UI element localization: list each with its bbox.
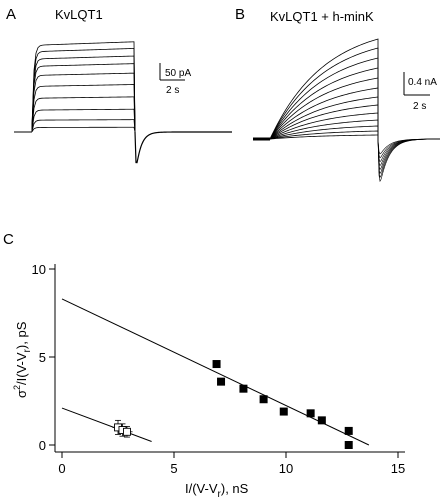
panel-a-trace — [31, 119, 136, 133]
panel-a-traces — [14, 41, 232, 164]
data-point-filled — [306, 409, 315, 418]
y-axis-title-mid: /I(V-V — [14, 352, 29, 385]
panel-a: A KvLQT1 50 pA 2 s — [6, 6, 232, 164]
fit-line-open — [61, 407, 152, 442]
y-axis-title: σ2/I(V-Vr), pS — [12, 321, 33, 398]
panel-b-trace — [269, 134, 379, 140]
panel-b-scale-current: 0.4 nA — [408, 77, 437, 88]
y-axis-title-tail: ), pS — [14, 321, 29, 349]
panel-b-trace — [269, 87, 379, 140]
panel-b-trace — [269, 47, 379, 140]
panel-c: C 0 5 10 15 0 5 10 I/(V-Vr), nS σ2/I(V-V… — [3, 231, 405, 500]
x-axis-title-tail: ), nS — [221, 481, 249, 496]
data-point-filled — [317, 416, 326, 425]
panel-c-label: C — [3, 231, 14, 248]
panel-b-trace — [269, 57, 379, 140]
panel-b-tail-current — [377, 138, 440, 175]
plot-frame — [54, 264, 405, 453]
data-point-filled — [344, 441, 353, 449]
panel-b-tail-current — [377, 138, 440, 159]
panel-a-trace — [31, 48, 136, 133]
x-tick-labels: 0 5 10 15 — [58, 461, 405, 476]
data-point-filled — [344, 426, 353, 435]
panel-a-trace — [31, 96, 136, 133]
panel-a-trace — [31, 55, 136, 133]
panel-a-trace — [31, 41, 136, 133]
x-axis-title: I/(V-Vr), nS — [185, 481, 249, 500]
panel-b-trace — [269, 130, 379, 140]
y-tick-label-10: 10 — [32, 262, 46, 277]
data-point-filled — [259, 395, 268, 404]
fit-line-filled — [61, 298, 370, 446]
panel-b-trace — [269, 125, 379, 140]
x-tick-label-0: 0 — [58, 461, 65, 476]
panel-b-trace — [269, 104, 379, 140]
panel-b: B KvLQT1 + h-minK 0.4 nA 2 s — [235, 6, 441, 183]
panel-b-trace — [269, 67, 379, 140]
panel-a-trace — [31, 126, 136, 133]
data-point-filled — [239, 384, 248, 393]
panel-a-scale-time: 2 s — [166, 85, 179, 96]
panel-b-tail-current — [377, 138, 441, 179]
panel-a-trace — [31, 63, 136, 133]
panel-b-trace — [269, 96, 379, 140]
panel-a-title: KvLQT1 — [55, 7, 103, 22]
data-point-filled — [212, 360, 221, 369]
panel-b-scale-time: 2 s — [413, 101, 426, 112]
panel-a-scale-current: 50 pA — [165, 68, 191, 79]
data-point-open — [123, 427, 131, 436]
x-axis-title-main: I/(V-V — [185, 481, 218, 496]
y-axis-title-sigma: σ — [14, 390, 29, 398]
panel-b-trace — [269, 38, 379, 140]
y-axis-title-sup: 2 — [12, 385, 22, 390]
panel-b-label: B — [235, 6, 245, 23]
panel-a-trace — [31, 84, 136, 133]
panel-a-label: A — [6, 6, 16, 23]
panel-b-title: KvLQT1 + h-minK — [270, 9, 374, 24]
panel-a-trace — [31, 108, 136, 133]
panel-b-trace — [269, 112, 379, 140]
panel-a-trace — [31, 72, 136, 133]
panel-b-tail-current — [377, 138, 441, 183]
panel-b-tail-current — [377, 138, 441, 171]
panel-b-trace — [269, 119, 379, 140]
y-tick-labels: 0 5 10 — [32, 262, 46, 453]
x-tick-label-10: 10 — [279, 461, 293, 476]
data-points — [114, 360, 353, 449]
panel-b-tail-current — [377, 138, 440, 167]
panel-b-traces — [253, 38, 441, 183]
data-point-filled — [217, 377, 226, 386]
y-tick-label-0: 0 — [39, 438, 46, 453]
x-tick-label-5: 5 — [170, 461, 177, 476]
panel-a-tail-current — [134, 131, 232, 164]
fit-lines — [61, 298, 370, 446]
panel-b-trace — [269, 77, 379, 140]
panel-b-scale-bar: 0.4 nA 2 s — [403, 72, 437, 112]
data-point-filled — [279, 407, 288, 416]
panel-a-scale-bar: 50 pA 2 s — [159, 63, 191, 96]
x-tick-label-15: 15 — [391, 461, 405, 476]
tick-marks — [49, 268, 399, 458]
x-axis-title-sub: r — [218, 489, 222, 500]
y-axis-title-sub: r — [22, 348, 33, 352]
y-tick-label-5: 5 — [39, 350, 46, 365]
